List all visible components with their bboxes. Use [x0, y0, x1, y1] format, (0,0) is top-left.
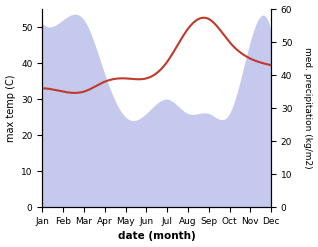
X-axis label: date (month): date (month)	[118, 231, 196, 242]
Y-axis label: med. precipitation (kg/m2): med. precipitation (kg/m2)	[303, 47, 313, 169]
Y-axis label: max temp (C): max temp (C)	[5, 74, 16, 142]
